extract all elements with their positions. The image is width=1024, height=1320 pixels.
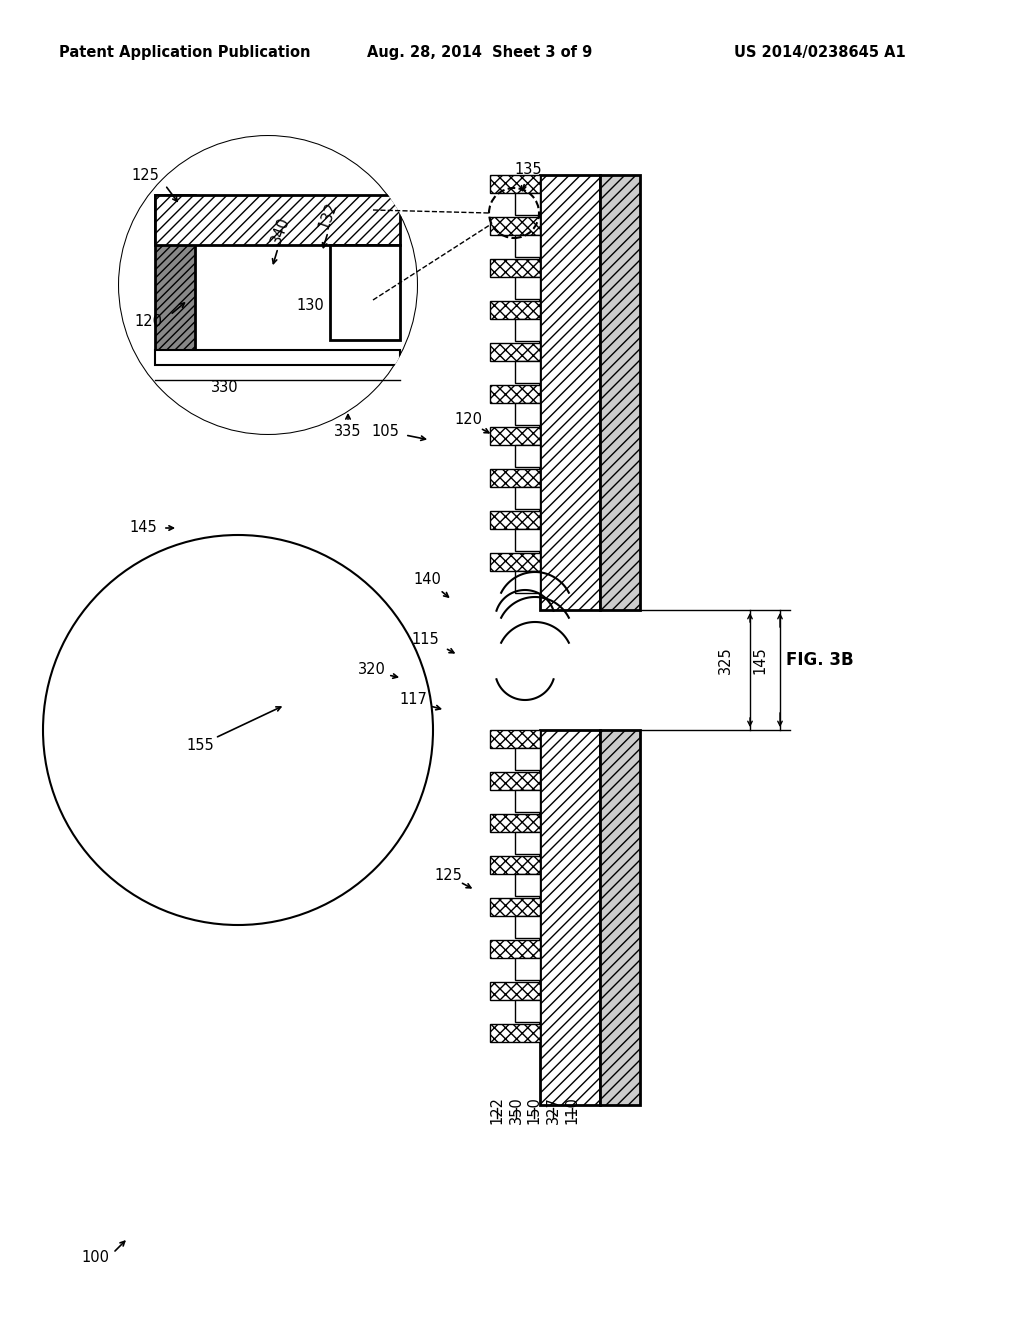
- Bar: [490, 982, 540, 1001]
- Bar: [600, 730, 640, 1105]
- Text: 330: 330: [211, 380, 239, 396]
- Bar: [490, 469, 540, 487]
- Bar: [155, 350, 400, 366]
- Bar: [600, 176, 640, 610]
- Bar: [490, 772, 540, 789]
- Text: 155: 155: [186, 738, 214, 752]
- Bar: [515, 487, 540, 510]
- Bar: [515, 235, 540, 257]
- Text: 125: 125: [131, 168, 159, 182]
- Bar: [490, 511, 540, 529]
- Bar: [490, 553, 540, 572]
- Text: FIG. 3B: FIG. 3B: [786, 651, 854, 669]
- Bar: [515, 277, 540, 300]
- Text: 132: 132: [316, 199, 340, 231]
- Bar: [515, 748, 540, 770]
- Bar: [515, 874, 540, 896]
- Bar: [515, 445, 540, 467]
- Text: 110: 110: [564, 1096, 580, 1123]
- Bar: [515, 319, 540, 341]
- Bar: [540, 730, 600, 1105]
- Text: 100: 100: [81, 1250, 109, 1266]
- Bar: [330, 246, 400, 341]
- Text: 327: 327: [546, 1096, 560, 1123]
- Bar: [515, 193, 540, 215]
- Bar: [490, 730, 540, 748]
- Bar: [540, 176, 600, 610]
- Bar: [515, 832, 540, 854]
- Text: 145: 145: [753, 645, 768, 675]
- Text: 122: 122: [489, 1096, 505, 1125]
- Text: Patent Application Publication: Patent Application Publication: [59, 45, 310, 59]
- Text: 125: 125: [434, 867, 462, 883]
- Bar: [515, 789, 540, 812]
- Bar: [490, 385, 540, 403]
- Bar: [515, 916, 540, 939]
- Text: 150: 150: [526, 1096, 542, 1123]
- Text: 120: 120: [454, 412, 482, 428]
- Bar: [490, 426, 540, 445]
- Text: US 2014/0238645 A1: US 2014/0238645 A1: [734, 45, 906, 59]
- Text: 117: 117: [399, 693, 427, 708]
- Text: 140: 140: [413, 573, 441, 587]
- Bar: [490, 176, 540, 193]
- Bar: [515, 403, 540, 425]
- Bar: [600, 610, 640, 730]
- Text: 135: 135: [514, 162, 542, 177]
- Bar: [490, 216, 540, 235]
- Text: 335: 335: [334, 425, 361, 440]
- Bar: [490, 855, 540, 874]
- Text: 115: 115: [411, 632, 439, 648]
- Bar: [490, 343, 540, 360]
- Bar: [490, 898, 540, 916]
- Bar: [490, 940, 540, 958]
- Text: 340: 340: [268, 214, 292, 246]
- Text: 120: 120: [134, 314, 162, 330]
- Bar: [490, 814, 540, 832]
- Bar: [515, 572, 540, 593]
- Bar: [515, 958, 540, 979]
- Text: 350: 350: [509, 1096, 523, 1123]
- Text: 325: 325: [718, 645, 732, 675]
- Text: 320: 320: [358, 663, 386, 677]
- Bar: [155, 195, 400, 246]
- Bar: [515, 529, 540, 550]
- Bar: [515, 1001, 540, 1022]
- Bar: [540, 610, 600, 730]
- Bar: [490, 301, 540, 319]
- Text: 105: 105: [371, 425, 399, 440]
- Bar: [515, 1041, 540, 1064]
- Text: 145: 145: [129, 520, 157, 536]
- Text: Aug. 28, 2014  Sheet 3 of 9: Aug. 28, 2014 Sheet 3 of 9: [368, 45, 593, 59]
- Text: 130: 130: [296, 297, 324, 313]
- Bar: [515, 360, 540, 383]
- Bar: [155, 195, 195, 350]
- Bar: [490, 259, 540, 277]
- Bar: [490, 1024, 540, 1041]
